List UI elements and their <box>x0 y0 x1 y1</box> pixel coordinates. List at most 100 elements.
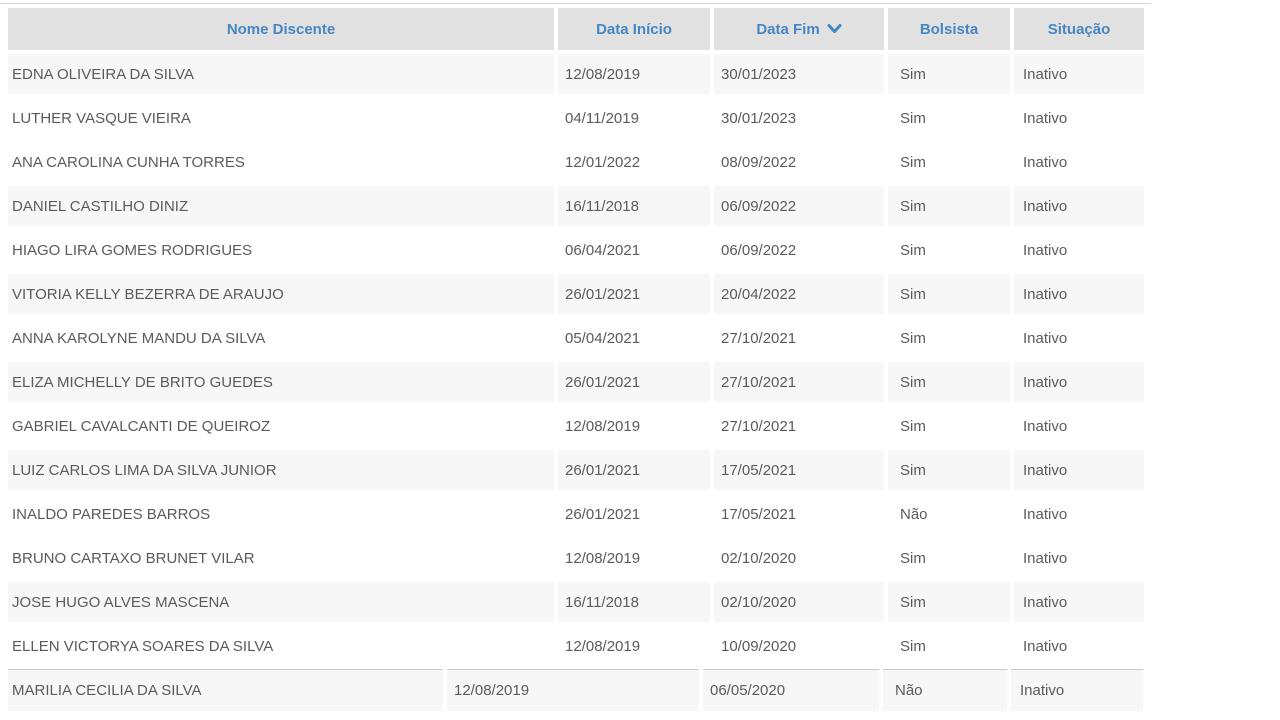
table-row: LUTHER VASQUE VIEIRA 04/11/2019 30/01/2023… <box>8 98 1144 138</box>
cell-situacao: Inativo <box>1023 417 1068 435</box>
cell-bolsista: Sim <box>888 582 1010 622</box>
cell-nome-discente: ANNA KAROLYNE MANDU DA SILVA <box>12 329 266 347</box>
table-row: ANNA KAROLYNE MANDU DA SILVA 05/04/2021 27… <box>8 318 1144 358</box>
cell-data-inicio: 12/08/2019 <box>447 669 699 711</box>
cell-nome-discente: EDNA OLIVEIRA DA SILVA <box>8 54 554 94</box>
cell-situacao: Inativo <box>1023 329 1068 347</box>
cell-bolsista: Não <box>900 505 928 523</box>
column-header-bolsista[interactable]: Bolsista <box>888 8 1010 50</box>
cell-situacao: Inativo <box>1023 241 1068 259</box>
table-row: HIAGO LIRA GOMES RODRIGUES 06/04/2021 06/0… <box>8 230 1144 270</box>
cell-bolsista: Sim <box>888 450 1010 490</box>
table-row: MARILIA CECILIA DA SILVA 12/08/2019 06/05/… <box>8 669 1143 711</box>
cell-data-inicio: 04/11/2019 <box>565 109 639 127</box>
cell-data-fim: 06/05/2020 <box>703 669 879 711</box>
cell-nome-discente: INALDO PAREDES BARROS <box>12 505 211 523</box>
column-label: Situação <box>1047 20 1111 38</box>
table-row: BRUNO CARTAXO BRUNET VILAR 12/08/2019 02/1… <box>8 538 1144 578</box>
cell-bolsista: Sim <box>888 362 1010 402</box>
table-row: INALDO PAREDES BARROS 26/01/2021 17/05/202… <box>8 494 1144 534</box>
table-row: ELLEN VICTORYA SOARES DA SILVA 12/08/2019… <box>8 626 1144 666</box>
cell-data-fim: 02/10/2020 <box>721 549 797 567</box>
cell-data-fim: 06/09/2022 <box>714 186 884 226</box>
cell-data-fim: 30/01/2023 <box>714 54 884 94</box>
cell-data-fim: 27/10/2021 <box>721 417 797 435</box>
cell-data-fim: 17/05/2021 <box>714 450 884 490</box>
cell-bolsista: Sim <box>888 274 1010 314</box>
column-label: Data Início <box>596 20 672 38</box>
column-header-data-inicio[interactable]: Data Início <box>558 8 710 50</box>
cell-situacao: Inativo <box>1023 637 1068 655</box>
column-header-data-fim[interactable]: Data Fim <box>714 8 884 50</box>
cell-nome-discente: HIAGO LIRA GOMES RODRIGUES <box>12 241 253 259</box>
cell-nome-discente: MARILIA CECILIA DA SILVA <box>8 669 443 711</box>
table-row: GABRIEL CAVALCANTI DE QUEIROZ 12/08/2019 2… <box>8 406 1144 446</box>
header-row: Nome Discente Data Início Data Fim <box>8 8 1144 50</box>
cell-situacao: Inativo <box>1023 153 1068 171</box>
cell-data-inicio: 26/01/2021 <box>565 505 641 523</box>
cell-bolsista: Sim <box>900 109 926 127</box>
cell-nome-discente: LUTHER VASQUE VIEIRA <box>12 109 191 127</box>
cell-bolsista: Sim <box>900 637 926 655</box>
cell-data-inicio: 26/01/2021 <box>558 450 710 490</box>
cell-data-fim: 27/10/2021 <box>714 362 884 402</box>
cell-data-inicio: 12/08/2019 <box>565 637 641 655</box>
cell-bolsista: Sim <box>900 153 926 171</box>
cell-situacao: Inativo <box>1014 450 1144 490</box>
cell-data-fim: 20/04/2022 <box>714 274 884 314</box>
cell-bolsista: Sim <box>888 186 1010 226</box>
cell-data-fim: 17/05/2021 <box>721 505 797 523</box>
table-row: JOSE HUGO ALVES MASCENA 16/11/2018 02/10/2… <box>8 582 1144 622</box>
cell-data-inicio: 16/11/2018 <box>558 582 710 622</box>
cell-nome-discente: ELLEN VICTORYA SOARES DA SILVA <box>12 637 274 655</box>
cell-data-inicio: 12/08/2019 <box>558 54 710 94</box>
cell-bolsista: Sim <box>888 54 1010 94</box>
column-header-situacao[interactable]: Situação <box>1014 8 1144 50</box>
cell-bolsista: Sim <box>900 549 926 567</box>
cell-situacao: Inativo <box>1014 186 1144 226</box>
column-label: Data Fim <box>756 20 820 38</box>
last-row-body: MARILIA CECILIA DA SILVA 12/08/2019 06/05/… <box>8 669 1143 711</box>
cell-data-inicio: 12/08/2019 <box>565 417 641 435</box>
students-table: Nome Discente Data Início Data Fim <box>4 4 1148 670</box>
cell-nome-discente: BRUNO CARTAXO BRUNET VILAR <box>12 549 255 567</box>
table-top-border <box>0 0 1151 4</box>
cell-situacao: Inativo <box>1023 549 1068 567</box>
cell-nome-discente: DANIEL CASTILHO DINIZ <box>8 186 554 226</box>
cell-nome-discente: GABRIEL CAVALCANTI DE QUEIROZ <box>12 417 271 435</box>
table-header: Nome Discente Data Início Data Fim <box>8 8 1144 50</box>
cell-situacao: Inativo <box>1014 582 1144 622</box>
table-row: VITORIA KELLY BEZERRA DE ARAUJO 26/01/202… <box>8 274 1144 314</box>
table-row: DANIEL CASTILHO DINIZ 16/11/2018 06/09/202… <box>8 186 1144 226</box>
cell-nome-discente: ELIZA MICHELLY DE BRITO GUEDES <box>8 362 554 402</box>
cell-bolsista: Sim <box>900 329 926 347</box>
cell-data-inicio: 26/01/2021 <box>558 362 710 402</box>
table-row: ANA CAROLINA CUNHA TORRES 12/01/2022 08/09… <box>8 142 1144 182</box>
table-row: LUIZ CARLOS LIMA DA SILVA JUNIOR 26/01/20… <box>8 450 1144 490</box>
cell-data-fim: 30/01/2023 <box>721 109 797 127</box>
cell-data-inicio: 05/04/2021 <box>565 329 641 347</box>
cell-situacao: Inativo <box>1023 109 1068 127</box>
column-label: Bolsista <box>919 20 979 38</box>
cell-data-inicio: 06/04/2021 <box>565 241 641 259</box>
column-header-nome-discente[interactable]: Nome Discente <box>8 8 554 50</box>
cell-data-inicio: 12/01/2022 <box>565 153 641 171</box>
cell-nome-discente: LUIZ CARLOS LIMA DA SILVA JUNIOR <box>8 450 554 490</box>
column-label: Nome Discente <box>226 20 336 38</box>
cell-data-inicio: 12/08/2019 <box>565 549 641 567</box>
chevron-down-icon <box>827 24 842 34</box>
cell-situacao: Inativo <box>1014 362 1144 402</box>
cell-bolsista: Não <box>883 669 1007 711</box>
cell-situacao: Inativo <box>1014 54 1144 94</box>
table-body: EDNA OLIVEIRA DA SILVA 12/08/2019 30/01/20… <box>8 54 1144 666</box>
cell-bolsista: Sim <box>900 417 926 435</box>
cell-data-inicio: 16/11/2018 <box>558 186 710 226</box>
cell-data-fim: 02/10/2020 <box>714 582 884 622</box>
cell-data-fim: 08/09/2022 <box>721 153 797 171</box>
cell-nome-discente: JOSE HUGO ALVES MASCENA <box>8 582 554 622</box>
students-table-last-row: MARILIA CECILIA DA SILVA 12/08/2019 06/05/… <box>4 665 1147 715</box>
cell-bolsista: Sim <box>900 241 926 259</box>
cell-situacao: Inativo <box>1023 505 1068 523</box>
cell-data-fim: 10/09/2020 <box>721 637 797 655</box>
